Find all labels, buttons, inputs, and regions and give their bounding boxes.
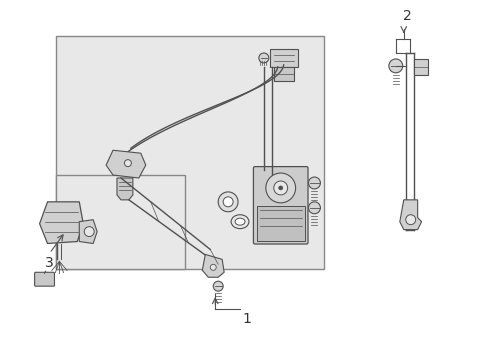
Circle shape [84, 227, 94, 237]
Circle shape [388, 59, 402, 73]
Text: 1: 1 [242, 312, 250, 326]
Circle shape [213, 281, 223, 291]
Circle shape [308, 202, 320, 214]
Bar [269, 49, 297, 67]
Polygon shape [40, 202, 83, 243]
Ellipse shape [231, 215, 248, 229]
Circle shape [405, 215, 415, 225]
Bar [413, 59, 427, 75]
Ellipse shape [235, 218, 244, 225]
Circle shape [218, 192, 238, 212]
Polygon shape [79, 220, 97, 243]
Polygon shape [399, 200, 421, 230]
Circle shape [308, 177, 320, 189]
Bar [56, 36, 324, 269]
Circle shape [210, 264, 216, 270]
Bar [256, 206, 304, 240]
Polygon shape [106, 150, 145, 178]
Bar [273, 67, 293, 81]
Bar [56, 175, 185, 269]
Circle shape [124, 159, 131, 167]
FancyBboxPatch shape [35, 272, 54, 286]
Circle shape [223, 197, 233, 207]
FancyBboxPatch shape [253, 167, 307, 244]
Polygon shape [202, 255, 224, 277]
Circle shape [278, 186, 282, 190]
Circle shape [273, 181, 287, 195]
Circle shape [258, 53, 268, 63]
Polygon shape [117, 178, 133, 200]
Text: 3: 3 [44, 256, 53, 270]
Text: 2: 2 [403, 9, 411, 23]
Circle shape [265, 173, 295, 203]
